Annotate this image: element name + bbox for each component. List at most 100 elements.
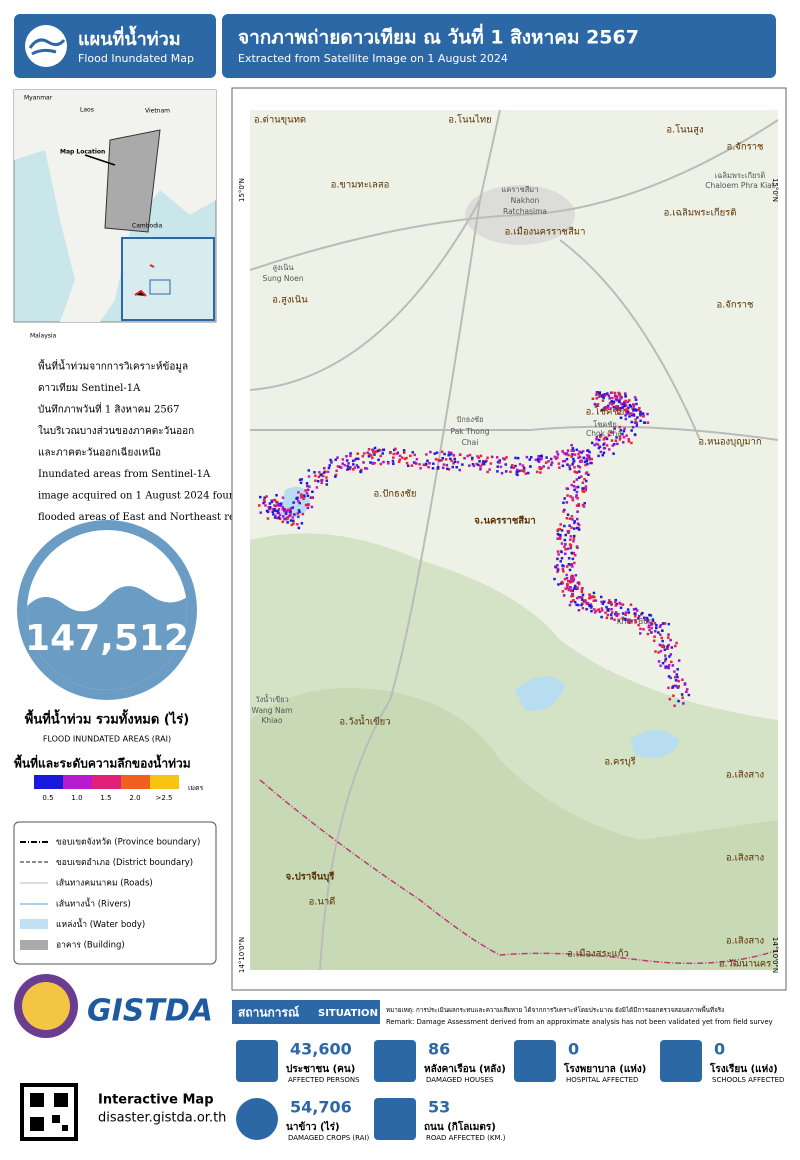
flood-pixel — [323, 466, 326, 470]
flood-pixel — [263, 496, 266, 499]
flood-pixel — [643, 618, 647, 622]
flood-pixel — [598, 445, 602, 449]
flood-pixel — [605, 616, 609, 620]
place-label: ปักธงชัย — [456, 415, 483, 424]
flood-pixel — [357, 457, 360, 461]
flood-pixel — [667, 622, 671, 626]
flood-pixel — [595, 404, 599, 407]
stat-icon — [236, 1098, 278, 1140]
flood-pixel — [585, 607, 588, 611]
flood-pixel — [571, 463, 574, 466]
depth-swatch — [121, 775, 150, 789]
flood-pixel — [258, 504, 261, 507]
flood-pixel — [646, 421, 650, 424]
flood-pixel — [504, 463, 507, 466]
flood-pixel — [646, 632, 650, 636]
flood-pixel — [610, 403, 614, 406]
flood-pixel — [573, 488, 576, 492]
flood-pixel — [607, 434, 611, 437]
flood-pixel — [564, 587, 567, 590]
flood-pixel — [567, 529, 571, 533]
flood-pixel — [590, 461, 594, 465]
description-line: พื้นที่น้ำท่วมจากการวิเคราะห์ข้อมูล — [38, 359, 188, 373]
flood-pixel — [347, 467, 350, 471]
situation-remark: Remark: Damage Assessment derived from a… — [386, 1018, 773, 1026]
flood-pixel — [402, 451, 406, 454]
flood-pixel — [470, 458, 474, 461]
flood-pixel — [525, 455, 529, 459]
flood-pixel — [598, 438, 601, 442]
flood-pixel — [687, 693, 691, 697]
flood-pixel — [382, 460, 385, 464]
stat-value: 54,706 — [290, 1098, 352, 1117]
flood-pixel — [565, 516, 569, 520]
flood-pixel — [601, 399, 605, 402]
flood-pixel — [480, 463, 484, 466]
place-label: Chok Chai — [586, 429, 624, 438]
flood-pixel — [577, 453, 580, 456]
flood-pixel — [301, 512, 305, 516]
flood-pixel — [567, 557, 571, 560]
flood-pixel — [556, 456, 559, 459]
flood-pixel — [626, 618, 630, 622]
flood-pixel — [274, 514, 277, 518]
flood-pixel — [293, 513, 296, 516]
flood-pixel — [424, 462, 428, 466]
flood-pixel — [568, 467, 572, 471]
flood-pixel — [669, 638, 672, 642]
flood-pixel — [310, 505, 314, 509]
flood-pixel — [566, 463, 569, 466]
flood-pixel — [653, 622, 657, 625]
flood-pixel — [630, 420, 633, 424]
flood-pixel — [536, 457, 540, 461]
flood-pixel — [624, 617, 627, 621]
flood-pixel — [623, 427, 626, 430]
flood-pixel — [585, 471, 589, 474]
description-line: และภาคตะวันออกเฉียงเหนือ — [38, 447, 161, 459]
flood-pixel — [588, 604, 592, 608]
flood-pixel — [635, 609, 639, 612]
flood-pixel — [585, 459, 589, 463]
stat-label-en: ROAD AFFECTED (KM.) — [426, 1134, 506, 1142]
flood-pixel — [373, 453, 376, 456]
flood-pixel — [452, 462, 455, 465]
flood-pixel — [553, 455, 557, 459]
flood-pixel — [609, 431, 612, 434]
flood-pixel — [498, 461, 501, 464]
flood-pixel — [315, 486, 319, 489]
flood-pixel — [658, 625, 662, 629]
flood-pixel — [405, 461, 409, 465]
flood-pixel — [281, 520, 285, 524]
flood-pixel — [562, 501, 565, 505]
flood-pixel — [668, 655, 671, 658]
flood-pixel — [609, 407, 612, 410]
flood-pixel — [631, 426, 635, 429]
flood-pixel — [685, 690, 688, 694]
flood-pixel — [612, 400, 616, 404]
flood-pixel — [295, 497, 298, 500]
flood-pixel — [334, 473, 338, 477]
flood-pixel — [405, 456, 408, 460]
flood-pixel — [608, 402, 612, 405]
flood-pixel — [486, 456, 489, 460]
flood-pixel — [418, 463, 421, 466]
flood-pixel — [511, 464, 514, 467]
flood-pixel — [602, 451, 606, 455]
stat-icon — [374, 1098, 416, 1140]
flood-pixel — [673, 676, 677, 679]
flood-pixel — [646, 618, 649, 622]
flood-pixel — [341, 462, 344, 465]
flood-pixel — [619, 602, 622, 606]
place-label: โชคชัย — [593, 420, 617, 429]
flood-pixel — [578, 455, 582, 459]
flood-pixel — [572, 480, 576, 484]
flood-pixel — [568, 588, 571, 591]
flood-pixel — [562, 570, 565, 573]
flood-pixel — [559, 535, 562, 539]
flood-pixel — [322, 471, 326, 474]
flood-pixel — [601, 609, 604, 612]
flood-pixel — [609, 613, 613, 617]
flood-pixel — [496, 470, 499, 473]
flood-pixel — [456, 460, 460, 464]
flood-pixel — [273, 516, 277, 519]
